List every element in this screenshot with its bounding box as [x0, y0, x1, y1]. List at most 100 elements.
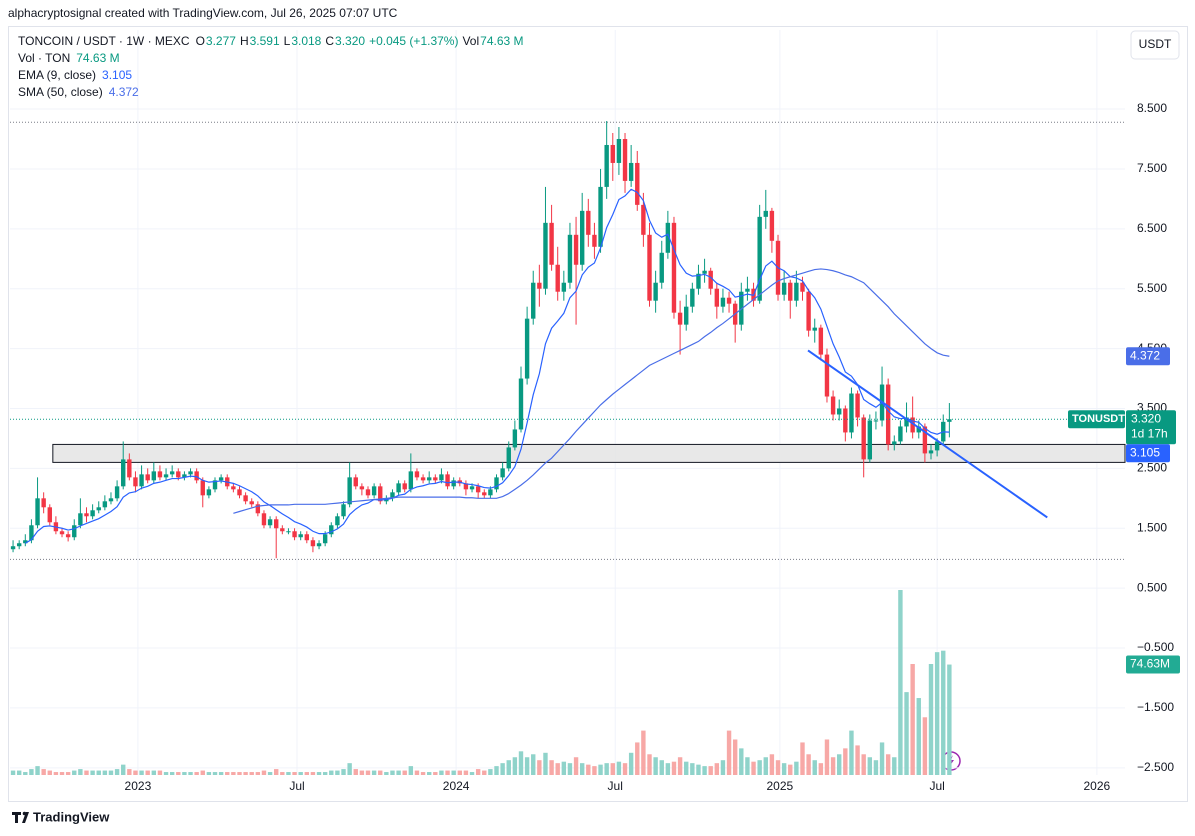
candle-body [218, 477, 224, 481]
drawings-layer [10, 121, 1125, 560]
candle-body [641, 204, 646, 235]
candle-body [433, 477, 438, 481]
volume-bar [402, 770, 407, 775]
volume-bar [341, 769, 346, 775]
y-tick-label: −1.500 [1137, 700, 1174, 714]
candle-body [359, 486, 365, 490]
tags-layer: 8.5007.5006.5005.5004.5003.5002.5001.500… [125, 30, 1180, 793]
volume-bar [732, 739, 738, 775]
volume-bar [586, 764, 591, 775]
candle-body [494, 477, 499, 490]
volume-bar [622, 763, 628, 775]
candle-body [855, 393, 860, 418]
candle-body [916, 426, 921, 433]
candle-body [867, 420, 873, 460]
volume-bar [524, 757, 530, 775]
candle-body [567, 234, 573, 283]
candle-body [206, 489, 212, 496]
volume-bar [763, 757, 768, 775]
candle-body [592, 234, 597, 247]
candle-body [788, 282, 793, 301]
volume-bar [904, 692, 909, 775]
volume-bar [200, 770, 205, 775]
volume-bar [885, 754, 891, 775]
volume-bar [451, 770, 456, 775]
candle-body [84, 513, 89, 517]
y-tick-label: 0.500 [1137, 580, 1167, 594]
candle-body [310, 540, 316, 547]
volume-bar [494, 766, 499, 775]
volume-bar [243, 772, 248, 775]
y-tick-label: 6.500 [1137, 221, 1167, 235]
legend-key: Vol [462, 34, 479, 48]
volume-bar [684, 761, 689, 775]
currency-button[interactable] [1130, 30, 1180, 60]
candle-body [298, 534, 303, 538]
support-zone [52, 443, 1126, 463]
volume-bar [726, 730, 732, 775]
candle-body [720, 297, 726, 307]
candle-body [818, 327, 824, 355]
volume-bar [934, 652, 940, 775]
candle-body [861, 417, 866, 460]
legend-line: TONCOIN / USDT · 1W · MEXC O3.277 H3.591 L3… [18, 34, 524, 48]
volume-bar [169, 772, 175, 775]
candle-body [414, 471, 420, 478]
candle-body [579, 210, 585, 265]
candle-body [763, 210, 768, 217]
indicator-legend: Vol · TON 74.63 M [18, 51, 120, 65]
volume-bar [176, 772, 181, 775]
candle-body [928, 450, 934, 454]
x-tick-label: 2025 [767, 779, 794, 793]
candle-body [512, 429, 518, 448]
candle-body [445, 474, 450, 487]
volume-bar [861, 754, 866, 775]
candle-body [690, 288, 695, 307]
volume-bar [537, 760, 542, 775]
volume-bar [426, 772, 432, 775]
candle-body [757, 216, 762, 301]
volume-bar [482, 770, 487, 775]
candles-layer [10, 121, 952, 559]
volume-bar [788, 764, 793, 775]
legend-key: O [196, 34, 205, 48]
volume-bar [322, 772, 328, 775]
candle-body [145, 474, 150, 481]
volume-bar [916, 698, 921, 775]
candle-body [892, 441, 897, 445]
volume-bar [249, 772, 254, 775]
volume-bar [274, 769, 279, 775]
legend-value: 74.63 M [480, 34, 523, 48]
last-price-label: 3.320 [1131, 411, 1161, 425]
ema-tag [1126, 444, 1170, 463]
x-tick-label: Jul [929, 779, 944, 793]
volume-bar [47, 770, 52, 775]
volume-bar [873, 760, 879, 775]
volume-bar [531, 754, 536, 775]
candle-body [90, 510, 95, 517]
volume-bar [347, 763, 352, 775]
volume-bar [849, 730, 854, 775]
volume-bar [628, 752, 634, 775]
candle-body [41, 498, 46, 508]
indicator-legend: EMA (9, close) 3.105 [18, 68, 132, 82]
candle-body [518, 378, 524, 430]
y-tick-label: 2.500 [1137, 461, 1167, 475]
candle-body [176, 471, 181, 478]
candle-body [702, 270, 707, 274]
candle-body [524, 318, 530, 379]
volume-bar [579, 763, 585, 775]
volume-bar [255, 772, 261, 775]
candle-body [231, 486, 236, 490]
candle-body [108, 498, 114, 502]
volume-bar [665, 763, 671, 775]
volume-bar [353, 769, 358, 775]
legend-change: +0.045 (+1.37%) [369, 34, 458, 48]
candle-body [329, 525, 334, 535]
volume-bar [463, 770, 469, 775]
volume-bar [72, 770, 77, 775]
volume-bar [555, 763, 560, 775]
candle-body [29, 525, 34, 541]
indicator-legend: SMA (50, close) 4.372 [18, 85, 139, 99]
